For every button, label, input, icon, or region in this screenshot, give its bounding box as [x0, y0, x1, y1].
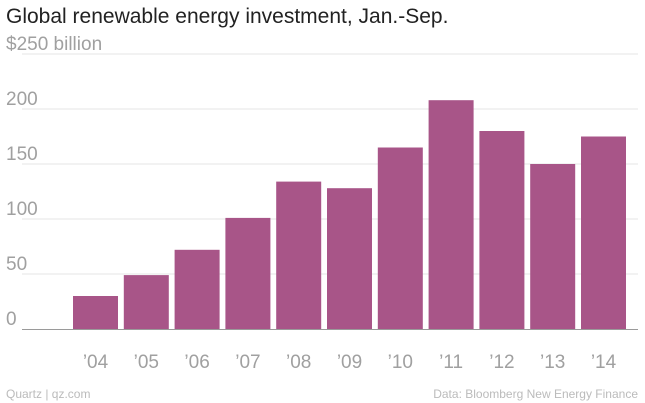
y-tick-label: $250 billion — [6, 34, 102, 55]
y-axis-tick-labels: 0 50 100 150 200 $250 billion — [6, 34, 102, 330]
bar — [530, 164, 576, 329]
x-tick-label: ’04 — [83, 352, 109, 373]
footer-source: Data: Bloomberg New Energy Finance — [433, 387, 638, 401]
x-tick-label: ’10 — [388, 352, 413, 373]
bar — [225, 217, 271, 329]
x-tick-label: ’06 — [184, 352, 209, 373]
bars — [73, 100, 626, 329]
x-tick-label: ’09 — [337, 352, 362, 373]
bar — [581, 136, 626, 329]
bar — [276, 181, 322, 329]
y-tick-label: 150 — [6, 144, 38, 165]
bar — [428, 100, 474, 329]
x-tick-label: ’11 — [439, 352, 463, 373]
y-tick-label: 0 — [6, 309, 17, 330]
bar — [73, 296, 118, 329]
bar — [327, 188, 372, 329]
x-tick-label: ’14 — [591, 352, 617, 373]
y-tick-label: 100 — [6, 199, 38, 220]
bar — [479, 131, 525, 329]
x-tick-label: ’13 — [540, 352, 565, 373]
x-tick-label: ’08 — [286, 352, 311, 373]
chart-title: Global renewable energy investment, Jan.… — [6, 5, 449, 28]
y-tick-label: 50 — [6, 254, 27, 275]
bar — [174, 249, 220, 329]
x-tick-label: ’12 — [489, 352, 514, 373]
bar — [377, 147, 423, 329]
y-tick-label: 200 — [6, 89, 38, 110]
x-tick-label: ’07 — [235, 352, 260, 373]
bar — [123, 275, 169, 329]
x-axis-tick-labels: ’04 ’05 ’06 ’07 ’08 ’09 ’10 ’11 ’12 ’13 ’14 — [83, 352, 617, 373]
x-tick-label: ’05 — [134, 352, 159, 373]
footer-credit: Quartz | qz.com — [6, 387, 91, 401]
